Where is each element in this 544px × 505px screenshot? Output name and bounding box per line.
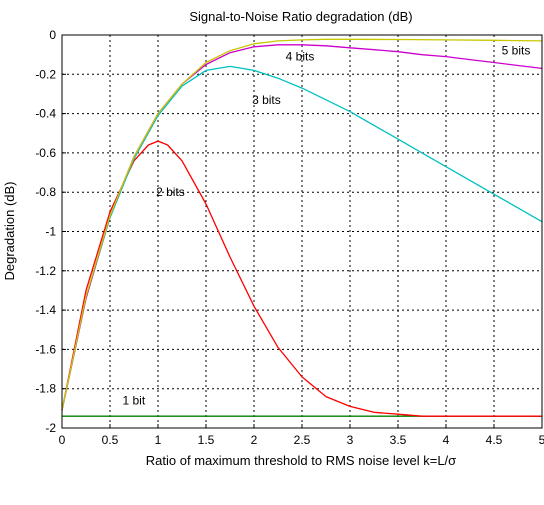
series-label-4-bits: 4 bits <box>286 50 315 64</box>
series-labels: 1 bit 2 bits 3 bits 4 bits 5 bits <box>122 44 530 408</box>
x-tick-label: 4.5 <box>486 433 503 447</box>
x-tick-label: 0.5 <box>102 433 119 447</box>
x-tick-label: 2.5 <box>294 433 311 447</box>
series-label-3-bits: 3 bits <box>252 93 281 107</box>
y-tick-label: -1.2 <box>35 264 56 278</box>
y-tick-label: -1 <box>45 225 56 239</box>
y-tick-label: -0.8 <box>35 185 56 199</box>
series-label-2-bits: 2 bits <box>156 185 185 199</box>
y-tick-label: -0.2 <box>35 67 56 81</box>
grid-lines <box>62 35 542 428</box>
x-tick-label: 1.5 <box>198 433 215 447</box>
y-tick-label: -1.6 <box>35 342 56 356</box>
chart-title: Signal-to-Noise Ratio degradation (dB) <box>189 9 412 24</box>
axis-ticks: 0 0.5 1 1.5 2 2.5 3 3.5 4 4.5 5 0 -0.2 -0.4 -0.6 -0.8 -1… <box>35 28 544 447</box>
series-label-5-bits: 5 bits <box>502 44 531 58</box>
x-tick-label: 4 <box>443 433 450 447</box>
y-tick-label: -0.6 <box>35 146 56 160</box>
series-line-3-bits <box>61 65 543 411</box>
x-tick-label: 5 <box>539 433 544 447</box>
y-tick-label: 0 <box>49 28 56 42</box>
x-axis-label: Ratio of maximum threshold to RMS noise … <box>146 453 456 468</box>
series-line-2-bits <box>61 140 542 417</box>
x-tick-label: 2 <box>251 433 258 447</box>
x-tick-label: 3 <box>347 433 354 447</box>
y-axis-label: Degradation (dB) <box>2 182 17 281</box>
y-tick-label: -2 <box>45 421 56 435</box>
series-line-5-bits <box>61 38 543 411</box>
series-lines <box>61 38 543 417</box>
x-tick-label: 1 <box>155 433 162 447</box>
y-tick-label: -1.4 <box>35 303 56 317</box>
series-label-1-bit: 1 bit <box>122 393 145 407</box>
x-tick-label: 3.5 <box>390 433 407 447</box>
y-tick-label: -1.8 <box>35 382 56 396</box>
x-tick-label: 0 <box>59 433 66 447</box>
y-tick-label: -0.4 <box>35 107 56 121</box>
